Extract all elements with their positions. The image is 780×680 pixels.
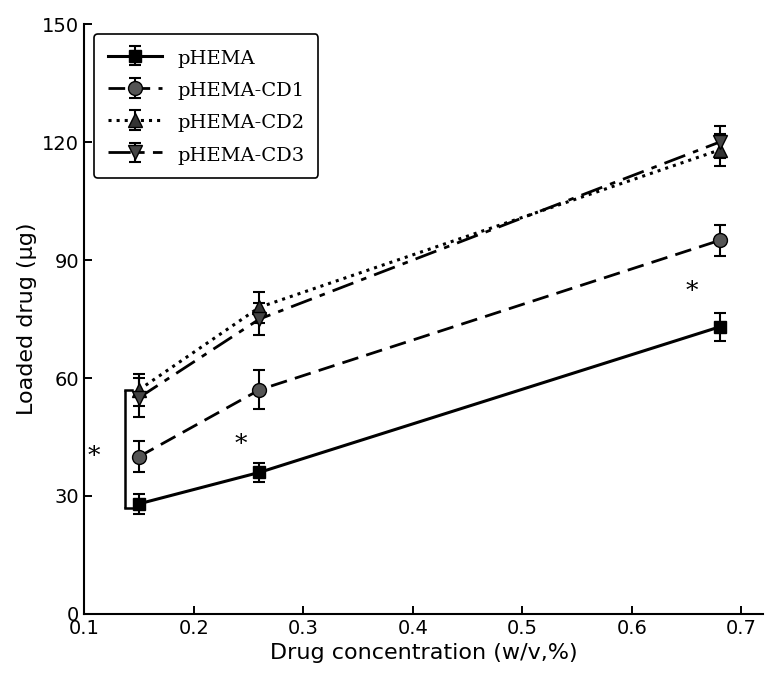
Y-axis label: Loaded drug (μg): Loaded drug (μg) (16, 223, 37, 415)
Legend: pHEMA, pHEMA-CD1, pHEMA-CD2, pHEMA-CD3: pHEMA, pHEMA-CD1, pHEMA-CD2, pHEMA-CD3 (94, 34, 318, 178)
X-axis label: Drug concentration (w/v,%): Drug concentration (w/v,%) (270, 643, 577, 663)
Text: *: * (235, 433, 247, 456)
Text: *: * (88, 445, 101, 468)
Text: *: * (686, 280, 698, 303)
